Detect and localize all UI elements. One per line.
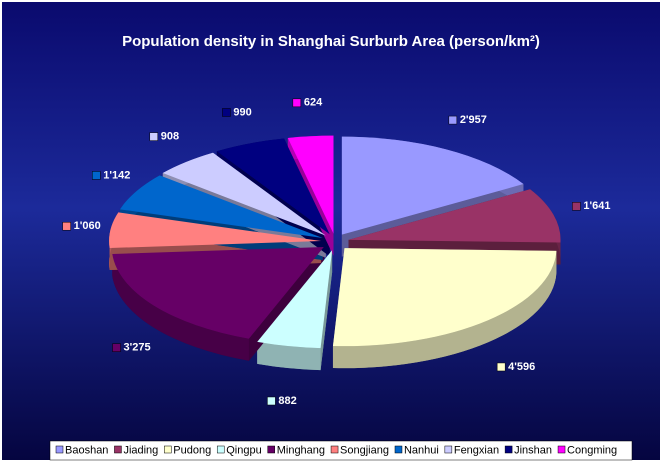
legend-key [267, 445, 275, 454]
legend-key [504, 445, 513, 454]
legend-label: Qingpu [226, 444, 261, 456]
legend-key [55, 445, 64, 454]
label-key [62, 221, 71, 231]
slice [287, 135, 334, 234]
slice [257, 250, 333, 349]
legend-label: Fengxian [454, 444, 499, 456]
data-label: 1'142 [103, 169, 130, 181]
legend-key [330, 445, 339, 454]
data-label: 908 [161, 131, 179, 143]
slice [332, 248, 557, 347]
data-label: 990 [233, 106, 251, 118]
legend-key [444, 445, 453, 454]
legend-label: Nanhui [404, 444, 439, 456]
legend-key [164, 445, 172, 454]
label-key [267, 396, 276, 406]
label-key [292, 98, 302, 108]
data-label: 882 [278, 395, 296, 407]
chart-title: Population density in Shanghai Surburb A… [122, 33, 540, 50]
slice [162, 152, 326, 236]
slice [341, 136, 524, 235]
legend-label: Baoshan [65, 444, 108, 456]
data-label: 1'060 [74, 220, 101, 232]
data-label: 3'275 [124, 342, 151, 354]
legend-label: Pudong [173, 444, 211, 456]
legend-key [114, 445, 122, 454]
legend-label: Jinshan [514, 444, 552, 456]
slice [216, 138, 330, 235]
legend-label: Minghang [277, 444, 325, 456]
legend-label: Songjiang [340, 444, 389, 456]
legend-box [49, 440, 633, 461]
label-key [448, 115, 458, 125]
pie-tops [109, 135, 561, 349]
legend-key [394, 445, 403, 454]
legend-key [216, 445, 225, 454]
label-key [572, 202, 581, 211]
label-key [496, 362, 506, 372]
slice-wall [320, 250, 333, 371]
label-key [149, 132, 159, 141]
labels: 2'957 1'641 4'596 882 3'275 1'060 1'142 908 990 6… [62, 97, 611, 407]
data-label: 624 [304, 97, 323, 109]
slice [109, 212, 322, 249]
slice [348, 189, 561, 243]
legend-label: Jiading [123, 444, 158, 456]
slice-rim [112, 254, 249, 361]
legend-key [557, 445, 566, 454]
slice-rim [257, 341, 321, 371]
data-label: 4'596 [508, 361, 535, 373]
label-key [92, 171, 101, 180]
slice [119, 175, 323, 239]
slice [112, 247, 324, 339]
data-label: 1'641 [583, 200, 610, 212]
legend: Baoshan Jiading Pudong Qingpu Minghang Songji… [55, 444, 617, 456]
label-key [112, 343, 121, 352]
slice-rim [332, 250, 557, 369]
data-label: 2'957 [460, 114, 487, 126]
legend-label: Congming [567, 444, 617, 456]
label-key [222, 108, 231, 117]
